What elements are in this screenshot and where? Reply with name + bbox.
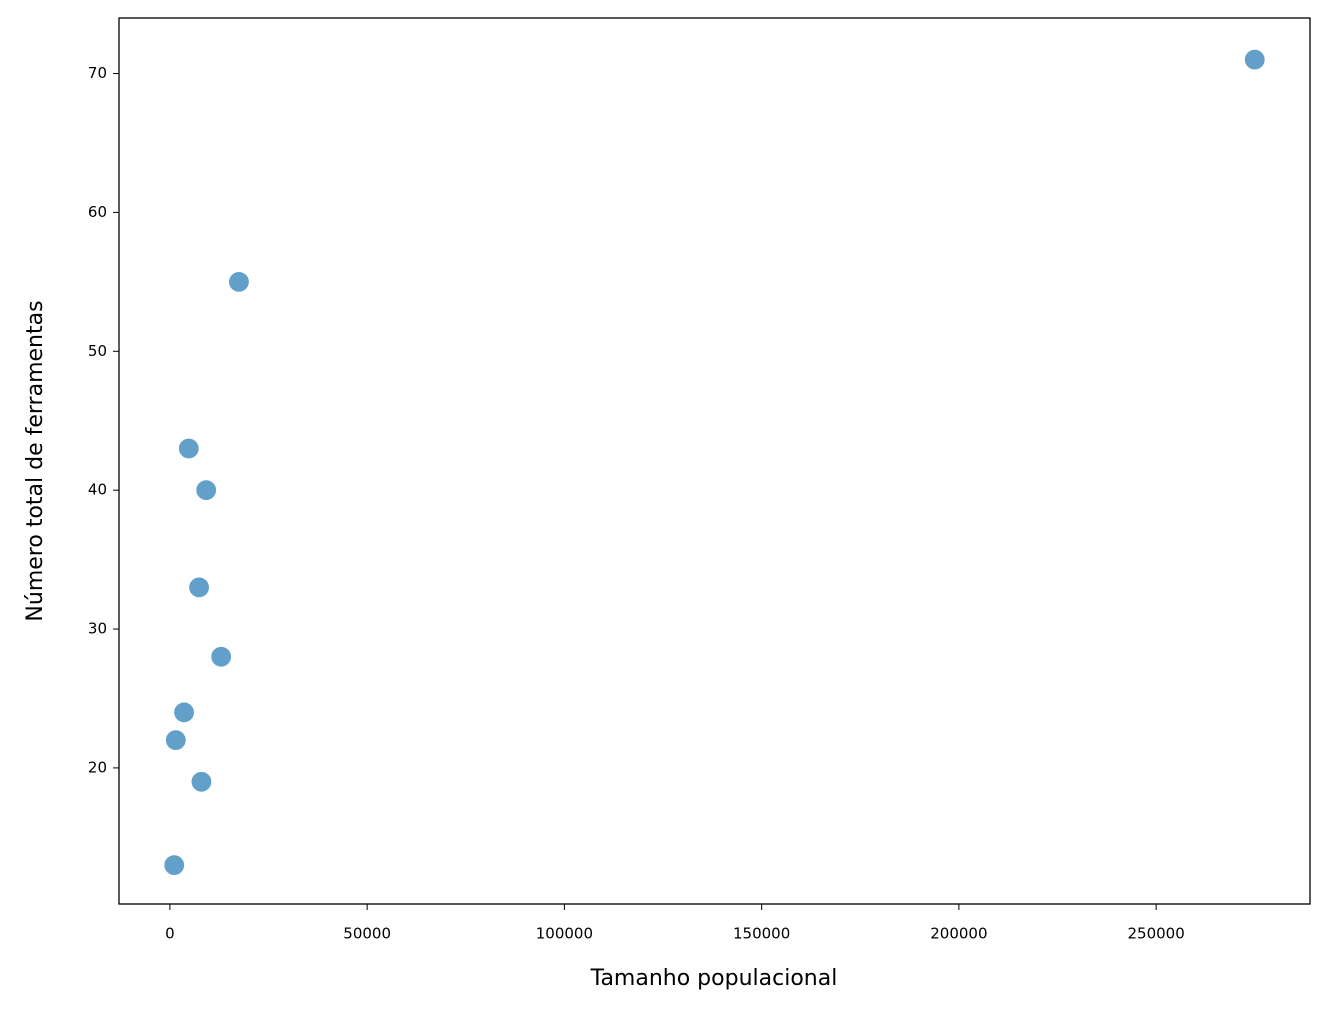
plot-frame (118, 17, 1311, 905)
y-tick-label: 60 (88, 203, 107, 221)
point (190, 770, 213, 793)
y-tick-label: 50 (88, 342, 107, 360)
point (172, 701, 196, 724)
x-tick-label: 100000 (536, 925, 593, 943)
y-tick-label: 70 (88, 64, 107, 82)
point (227, 270, 251, 293)
x-tick-label: 200000 (930, 925, 987, 943)
point (177, 437, 200, 460)
point (164, 729, 187, 752)
x-axis-label: Tamanho populacional (590, 966, 838, 991)
point (210, 645, 233, 668)
x-tick-label: 150000 (733, 925, 790, 943)
y-axis-label: Número total de ferramentas (23, 300, 48, 621)
x-tick-label: 0 (165, 925, 175, 943)
point (163, 854, 186, 877)
point (1243, 48, 1266, 71)
y-tick-label: 30 (88, 620, 107, 638)
y-tick-label: 20 (88, 758, 107, 776)
x-tick-label: 50000 (343, 925, 391, 943)
point (195, 479, 218, 502)
point (187, 576, 211, 599)
y-tick-label: 40 (88, 481, 107, 499)
x-tick-label: 250000 (1128, 925, 1185, 943)
